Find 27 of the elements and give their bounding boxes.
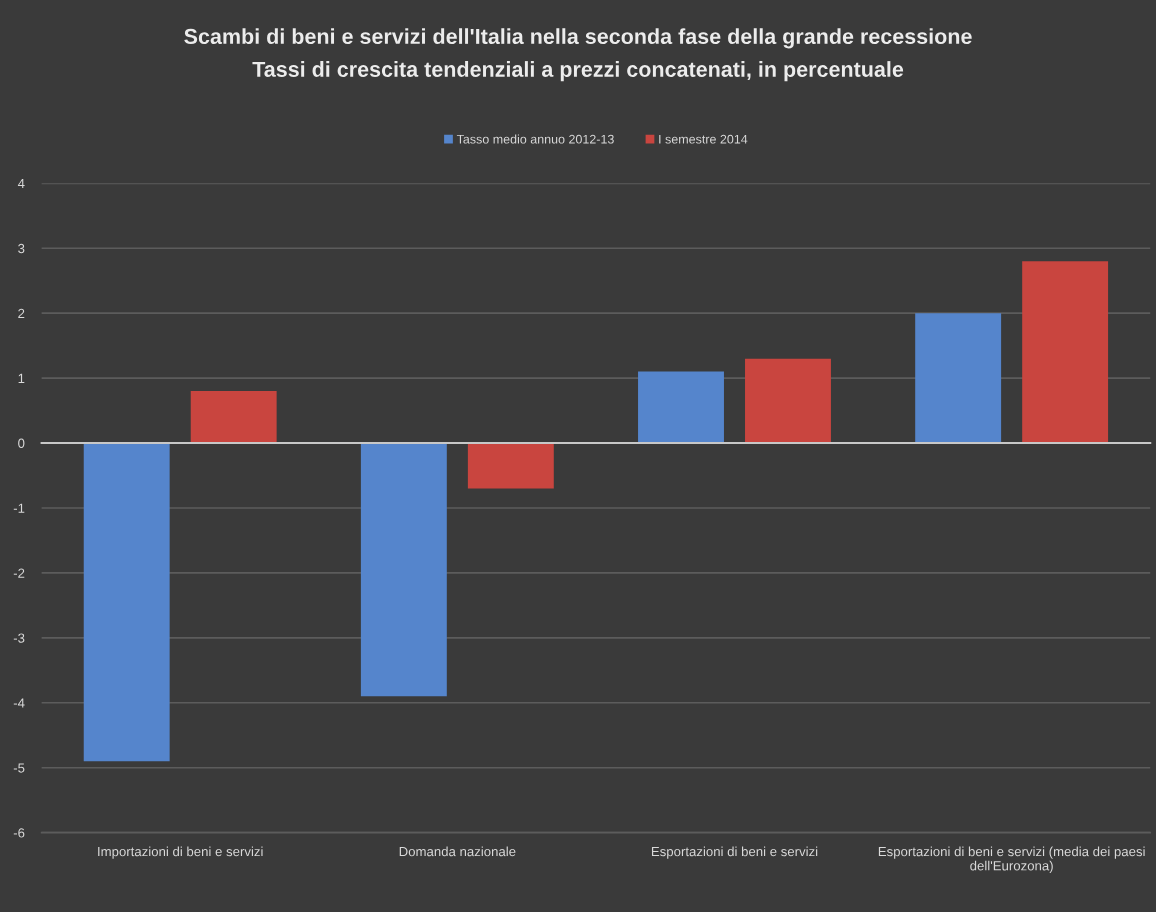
legend-label: Tasso medio annuo 2012-13 — [456, 134, 614, 144]
y-tick-label: -1 — [13, 503, 25, 513]
bar — [83, 443, 170, 762]
y-tick-label: -5 — [13, 763, 25, 773]
chart-subtitle: Tassi di crescita tendenziali a prezzi concatenati, in percentuale — [252, 61, 904, 82]
y-tick-label: -2 — [13, 568, 25, 578]
bar — [638, 371, 724, 444]
y-tick-label: 1 — [18, 373, 25, 383]
bar — [915, 313, 1002, 444]
chart-title: Scambi di beni e servizi dell'Italia nella seconda fase della grande recessione — [184, 28, 972, 49]
bar — [745, 358, 831, 444]
x-tick-label: Importazioni di beni e servizi — [98, 846, 263, 859]
y-tick-label: 2 — [18, 308, 25, 318]
x-tick-label: Domanda nazionale — [399, 846, 516, 857]
bar — [360, 443, 447, 697]
y-tick-label: 0 — [18, 438, 25, 448]
y-tick-label: -6 — [13, 828, 25, 838]
bar — [190, 391, 277, 444]
y-tick-label: 4 — [17, 179, 25, 189]
y-tick-label: -4 — [13, 698, 25, 708]
y-tick-label: -3 — [13, 633, 25, 643]
x-tick-label: Esportazioni di beni e servizi — [651, 846, 818, 859]
bar — [467, 443, 554, 489]
legend-label: I semestre 2014 — [659, 134, 748, 144]
y-tick-label: 3 — [18, 243, 25, 254]
x-tick-label: Esportazioni di beni e servizi (media dei paesi dell'Eurozona) — [878, 846, 1145, 874]
bar — [1022, 261, 1109, 444]
